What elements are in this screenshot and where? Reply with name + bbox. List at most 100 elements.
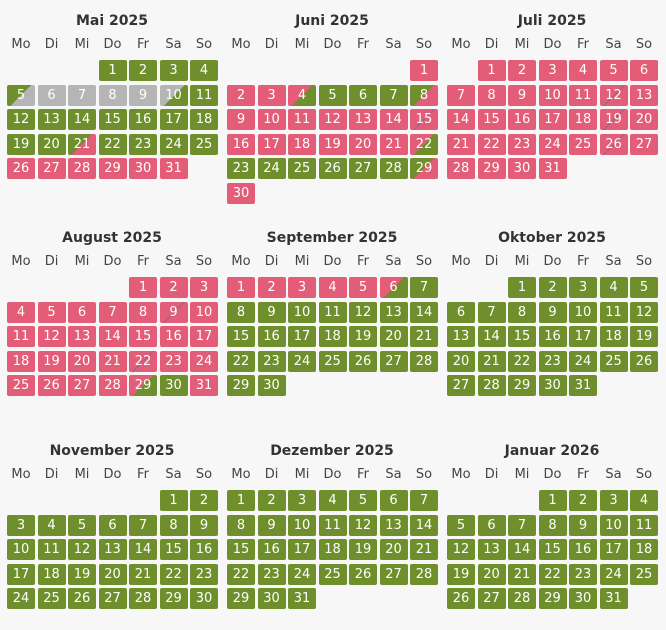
day-cell[interactable]: 30 [227,183,255,204]
day-cell[interactable]: 25 [288,158,316,180]
day-cell[interactable]: 6 [477,514,506,536]
day-cell[interactable]: 26 [599,133,628,155]
day-cell[interactable]: 31 [159,158,188,180]
day-cell[interactable]: 4 [599,277,628,298]
day-cell[interactable]: 1 [538,490,567,511]
day-cell[interactable]: 12 [447,539,475,561]
day-cell[interactable]: 5 [447,514,475,536]
day-cell[interactable]: 9 [508,84,536,106]
day-cell[interactable]: 10 [288,301,316,323]
day-cell[interactable]: 1 [508,277,536,298]
day-cell[interactable]: 23 [227,158,255,180]
day-cell[interactable]: 4 [190,60,218,81]
day-cell[interactable]: 23 [569,563,597,585]
day-cell[interactable]: 8 [508,301,536,323]
day-cell[interactable]: 2 [538,277,567,298]
day-cell[interactable]: 15 [477,109,506,131]
day-cell[interactable]: 5 [37,301,66,323]
day-cell[interactable]: 12 [37,326,66,348]
day-cell[interactable]: 6 [349,84,377,106]
day-cell[interactable]: 9 [257,301,286,323]
day-cell[interactable]: 20 [98,563,127,585]
day-cell[interactable]: 21 [508,563,536,585]
day-cell[interactable]: 16 [190,539,218,561]
day-cell[interactable]: 12 [349,514,377,536]
day-cell[interactable]: 12 [599,84,628,106]
day-cell[interactable]: 27 [630,133,658,155]
day-cell[interactable]: 14 [379,109,408,131]
day-cell[interactable]: 19 [447,563,475,585]
day-cell[interactable]: 29 [477,158,506,180]
day-cell[interactable]: 5 [599,60,628,81]
day-cell[interactable]: 22 [477,133,506,155]
day-cell[interactable]: 29 [129,375,157,397]
day-cell[interactable]: 16 [257,539,286,561]
day-cell[interactable]: 29 [98,158,127,180]
day-cell[interactable]: 2 [257,277,286,298]
day-cell[interactable]: 21 [410,326,438,348]
day-cell[interactable]: 20 [477,563,506,585]
day-cell[interactable]: 5 [349,490,377,511]
day-cell[interactable]: 13 [37,109,66,131]
day-cell[interactable]: 23 [257,563,286,585]
day-cell[interactable]: 25 [318,563,347,585]
day-cell[interactable]: 4 [569,60,597,81]
day-cell[interactable]: 24 [599,563,628,585]
day-cell[interactable]: 16 [569,539,597,561]
day-cell[interactable]: 24 [190,350,218,372]
day-cell[interactable]: 3 [288,277,316,298]
day-cell[interactable]: 8 [477,84,506,106]
day-cell[interactable]: 16 [159,326,188,348]
day-cell[interactable]: 28 [98,375,127,397]
day-cell[interactable]: 29 [227,588,255,610]
day-cell[interactable]: 15 [159,539,188,561]
day-cell[interactable]: 3 [190,277,218,298]
day-cell[interactable]: 15 [227,539,255,561]
day-cell[interactable]: 7 [98,301,127,323]
day-cell[interactable]: 18 [288,133,316,155]
day-cell[interactable]: 21 [129,563,157,585]
day-cell[interactable]: 28 [129,588,157,610]
day-cell[interactable]: 11 [630,514,658,536]
day-cell[interactable]: 3 [159,60,188,81]
day-cell[interactable]: 17 [7,563,35,585]
day-cell[interactable]: 28 [68,158,96,180]
day-cell[interactable]: 2 [227,84,255,106]
day-cell[interactable]: 18 [7,350,35,372]
day-cell[interactable]: 2 [569,490,597,511]
day-cell[interactable]: 13 [349,109,377,131]
day-cell[interactable]: 18 [599,326,628,348]
day-cell[interactable]: 26 [630,350,658,372]
day-cell[interactable]: 1 [129,277,157,298]
day-cell[interactable]: 11 [318,514,347,536]
day-cell[interactable]: 17 [569,326,597,348]
day-cell[interactable]: 15 [129,326,157,348]
day-cell[interactable]: 20 [349,133,377,155]
day-cell[interactable]: 13 [379,514,408,536]
day-cell[interactable]: 22 [98,133,127,155]
day-cell[interactable]: 2 [159,277,188,298]
day-cell[interactable]: 13 [98,539,127,561]
day-cell[interactable]: 28 [447,158,475,180]
day-cell[interactable]: 15 [227,326,255,348]
day-cell[interactable]: 5 [68,514,96,536]
day-cell[interactable]: 7 [410,277,438,298]
day-cell[interactable]: 25 [569,133,597,155]
day-cell[interactable]: 30 [569,588,597,610]
day-cell[interactable]: 14 [129,539,157,561]
day-cell[interactable]: 27 [98,588,127,610]
day-cell[interactable]: 24 [7,588,35,610]
day-cell[interactable]: 21 [68,133,96,155]
day-cell[interactable]: 27 [37,158,66,180]
day-cell[interactable]: 4 [630,490,658,511]
day-cell[interactable]: 21 [447,133,475,155]
day-cell[interactable]: 17 [257,133,286,155]
day-cell[interactable]: 13 [477,539,506,561]
day-cell[interactable]: 6 [37,84,66,106]
day-cell[interactable]: 16 [508,109,536,131]
day-cell[interactable]: 30 [257,588,286,610]
day-cell[interactable]: 18 [569,109,597,131]
day-cell[interactable]: 7 [68,84,96,106]
day-cell[interactable]: 10 [159,84,188,106]
day-cell[interactable]: 8 [98,84,127,106]
